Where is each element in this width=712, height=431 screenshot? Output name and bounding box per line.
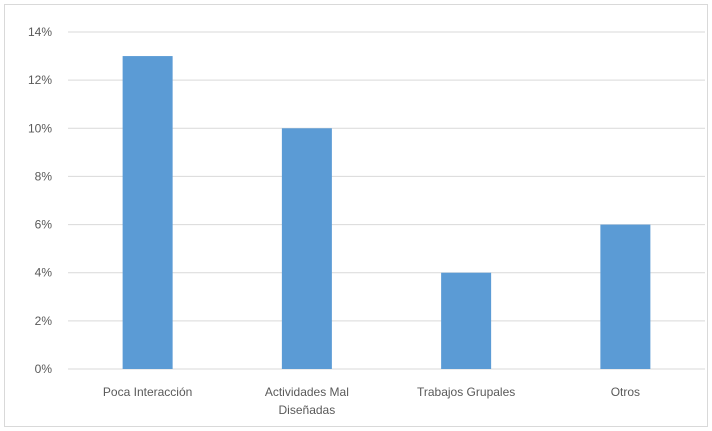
y-axis-ticks: 0% 2% 4% 6% 8% 10% 12% 14%: [28, 25, 52, 376]
x-axis-labels: Poca Interacción Actividades Mal Diseñadas…: [103, 385, 640, 417]
y-tick-label: 12%: [28, 73, 52, 87]
y-tick-label: 8%: [35, 169, 53, 183]
chart-frame: [4, 4, 708, 427]
y-tick-label: 2%: [35, 314, 53, 328]
y-tick-label: 14%: [28, 25, 52, 39]
bar: [281, 128, 332, 369]
x-category-label: Poca Interacción: [103, 385, 192, 399]
y-tick-label: 10%: [28, 121, 52, 135]
bar: [441, 272, 492, 369]
gridlines: [68, 31, 705, 370]
y-tick-label: 4%: [35, 266, 53, 280]
x-category-label: Trabajos Grupales: [417, 385, 515, 399]
y-tick-label: 0%: [35, 362, 53, 376]
bar: [600, 224, 651, 369]
bar: [122, 56, 173, 369]
bars: [122, 56, 651, 369]
x-category-label: Otros: [611, 385, 640, 399]
y-tick-label: 6%: [35, 218, 53, 232]
x-category-label: Actividades Mal Diseñadas: [265, 385, 349, 417]
